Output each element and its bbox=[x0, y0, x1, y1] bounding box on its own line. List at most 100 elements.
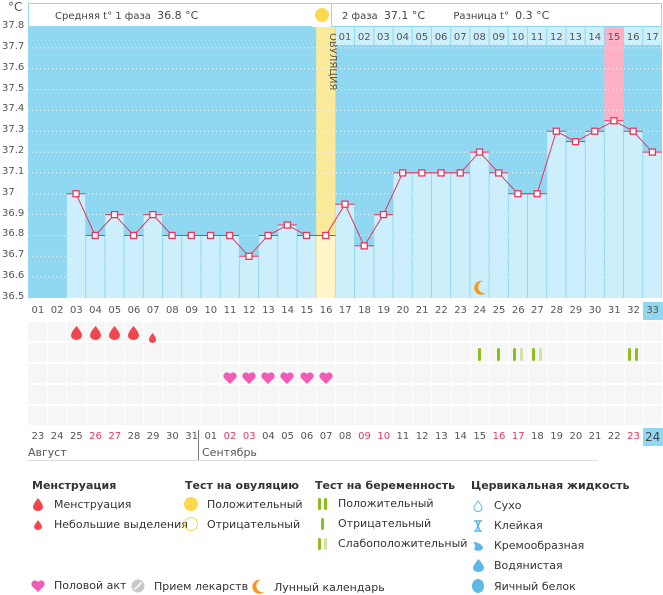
legend-cervical-creamy: Кремообразная bbox=[468, 539, 584, 552]
calendar-date[interactable]: 18 bbox=[531, 431, 544, 442]
grid-divider bbox=[47, 322, 49, 426]
heart-icon[interactable] bbox=[316, 369, 335, 388]
temperature-bar bbox=[528, 193, 547, 298]
marker-row bbox=[28, 364, 662, 383]
heart-icon[interactable] bbox=[259, 369, 278, 388]
y-axis-unit: °C bbox=[8, 0, 23, 14]
cycle-day-label: 24 bbox=[473, 305, 487, 316]
cycle-day-label: 27 bbox=[531, 305, 544, 316]
calendar-date[interactable]: 15 bbox=[473, 431, 487, 442]
grid-divider bbox=[200, 322, 202, 426]
pregnancy-test-faint-icon[interactable] bbox=[528, 346, 547, 365]
faint-lines-icon bbox=[312, 537, 332, 550]
heart-icon[interactable] bbox=[297, 369, 316, 388]
today-date[interactable]: 24 bbox=[642, 428, 663, 446]
calendar-date[interactable]: 30 bbox=[166, 431, 179, 442]
calendar-date[interactable]: 08 bbox=[338, 431, 352, 442]
luteal-day-header bbox=[374, 27, 393, 45]
luteal-day-header bbox=[566, 27, 585, 45]
calendar-date[interactable]: 21 bbox=[588, 431, 602, 442]
heart-icon[interactable] bbox=[220, 369, 239, 388]
luteal-day-label: 04 bbox=[396, 32, 409, 43]
phase1-summary: Средняя t° 1 фаза 36.8 °C bbox=[28, 3, 312, 27]
phase2-value: 37.1 °C bbox=[383, 9, 426, 22]
pregnancy-test-negative-icon[interactable] bbox=[470, 346, 489, 365]
y-tick-label: 37.1 bbox=[2, 165, 25, 177]
calendar-date[interactable]: 02 bbox=[223, 431, 237, 442]
light-spotting-icon[interactable] bbox=[143, 328, 162, 347]
luteal-day-label: 17 bbox=[646, 32, 659, 43]
luteal-day-header bbox=[604, 27, 624, 45]
grid-divider bbox=[604, 322, 606, 426]
calendar-date[interactable]: 24 bbox=[50, 431, 64, 442]
calendar-date[interactable]: 23 bbox=[31, 431, 45, 442]
grid-divider bbox=[316, 322, 318, 426]
calendar-date[interactable]: 23 bbox=[627, 431, 640, 442]
calendar-date[interactable]: 01 bbox=[204, 431, 218, 442]
pregnancy-test-negative-icon[interactable] bbox=[489, 346, 508, 365]
calendar-date[interactable]: 14 bbox=[454, 431, 467, 442]
calendar-date[interactable]: 26 bbox=[89, 431, 102, 442]
menstruation-icon[interactable] bbox=[86, 325, 105, 344]
luteal-day-label: 05 bbox=[415, 32, 428, 43]
calendar-date[interactable]: 28 bbox=[127, 431, 141, 442]
menstruation-icon[interactable] bbox=[124, 325, 143, 344]
data-point bbox=[398, 169, 407, 177]
calendar-date[interactable]: 07 bbox=[319, 431, 333, 442]
grid-divider bbox=[296, 322, 298, 426]
temperature-bar bbox=[431, 172, 451, 298]
grid-divider bbox=[412, 322, 414, 426]
grid-divider bbox=[393, 322, 395, 426]
calendar-date[interactable]: 16 bbox=[492, 431, 506, 442]
grid-divider bbox=[508, 322, 510, 426]
calendar-date[interactable]: 09 bbox=[358, 431, 371, 442]
cycle-day-label: 14 bbox=[281, 305, 295, 316]
calendar-date[interactable]: 29 bbox=[146, 431, 160, 442]
calendar-date[interactable]: 31 bbox=[185, 431, 198, 442]
menstruation-icon[interactable] bbox=[66, 325, 85, 344]
calendar-date[interactable]: 10 bbox=[377, 431, 391, 442]
y-tick-label: 36.8 bbox=[2, 228, 25, 240]
y-tick-label: 37.4 bbox=[2, 103, 25, 115]
luteal-day-header bbox=[335, 27, 355, 45]
diff-value: 0.3 °C bbox=[515, 9, 550, 22]
calendar-date[interactable]: 03 bbox=[242, 431, 256, 442]
cycle-day-label: 04 bbox=[89, 305, 102, 316]
data-point bbox=[418, 169, 426, 177]
egg-white-icon bbox=[472, 579, 484, 593]
grid-divider bbox=[162, 322, 164, 426]
calendar-date[interactable]: 19 bbox=[550, 431, 563, 442]
calendar-date[interactable]: 05 bbox=[281, 431, 295, 442]
calendar-date[interactable]: 25 bbox=[69, 431, 83, 442]
pregnancy-test-faint-icon[interactable] bbox=[508, 346, 527, 365]
calendar-date[interactable]: 12 bbox=[415, 431, 429, 442]
grid-divider bbox=[527, 322, 529, 426]
pregnancy-test-positive-icon[interactable] bbox=[624, 346, 643, 365]
data-point bbox=[437, 169, 445, 177]
data-point bbox=[283, 221, 292, 229]
calendar-date[interactable]: 11 bbox=[396, 431, 410, 442]
heart-icon[interactable] bbox=[278, 369, 297, 388]
cycle-day-label: 11 bbox=[223, 305, 237, 316]
grid-divider bbox=[546, 322, 548, 426]
temperature-chart[interactable]: ОВУЛЯЦИЯ 01 02 03 04 05 06 07 08 09 10 11 12 13 14 15 16… bbox=[28, 27, 662, 298]
temperature-bar bbox=[105, 214, 124, 298]
luteal-day-header bbox=[412, 27, 431, 45]
temperature-bar bbox=[547, 131, 566, 298]
heart-icon[interactable] bbox=[239, 369, 258, 388]
legend-cervical-watery: Водянистая bbox=[468, 559, 563, 572]
data-point bbox=[322, 231, 330, 240]
calendar-date[interactable]: 27 bbox=[108, 431, 122, 442]
y-tick-label: 36.6 bbox=[2, 270, 25, 282]
calendar-date[interactable]: 13 bbox=[434, 431, 448, 442]
month-label-second: Сентябрь bbox=[202, 446, 257, 459]
y-tick-label: 37.6 bbox=[2, 61, 25, 73]
calendar-date[interactable]: 20 bbox=[569, 431, 583, 442]
calendar-date[interactable]: 06 bbox=[300, 431, 314, 442]
legend-menstruation-title: Менструация bbox=[32, 479, 117, 492]
menstruation-icon[interactable] bbox=[105, 325, 124, 344]
calendar-date[interactable]: 22 bbox=[607, 431, 621, 442]
calendar-date[interactable]: 17 bbox=[511, 431, 525, 442]
data-point bbox=[168, 231, 176, 240]
calendar-date[interactable]: 04 bbox=[262, 431, 275, 442]
